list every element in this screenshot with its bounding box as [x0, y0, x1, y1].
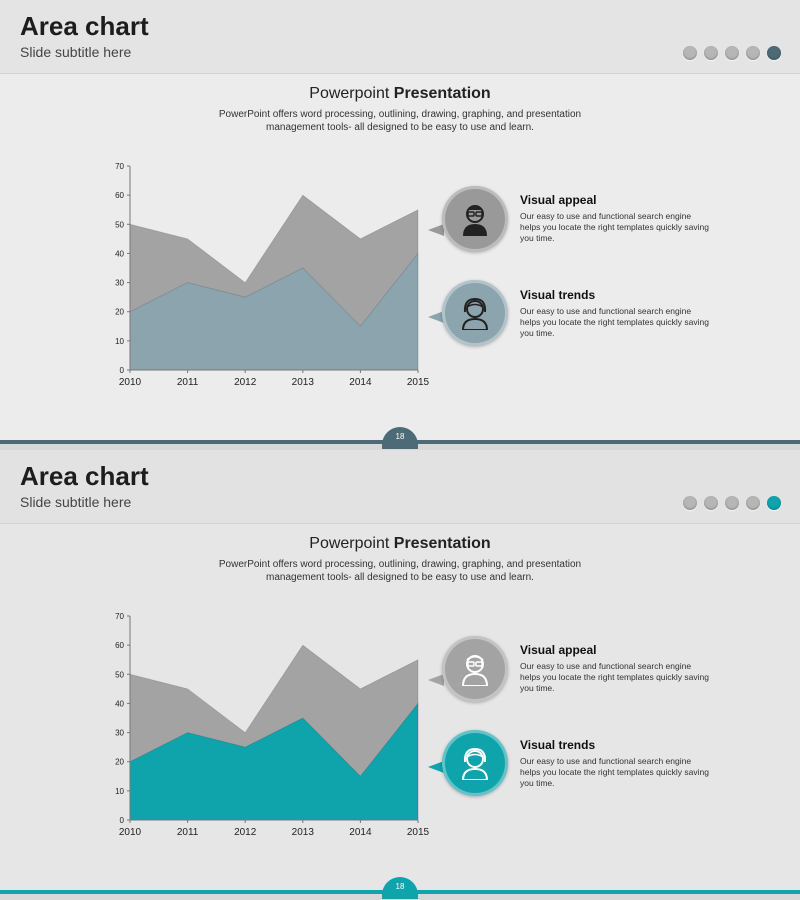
slide-1: Area chart Slide subtitle here Powerpoin…	[0, 0, 800, 450]
page-number-badge: 18	[382, 427, 418, 449]
x-tick-label: 2015	[407, 377, 430, 388]
nav-dot[interactable]	[704, 46, 718, 60]
info-text: Our easy to use and functional search en…	[520, 661, 709, 693]
x-tick-label: 2011	[177, 827, 199, 838]
visual-appeal-bubble	[442, 186, 508, 252]
slide-nav-dots	[683, 46, 781, 60]
y-tick-label: 10	[115, 337, 124, 346]
section-heading: Powerpoint Presentation	[0, 535, 800, 553]
visual-appeal-bubble	[442, 636, 508, 702]
header-band	[0, 0, 800, 74]
bubble-tail	[428, 224, 444, 236]
y-tick-label: 70	[115, 162, 124, 171]
info-text: Our easy to use and functional search en…	[520, 211, 709, 243]
slide-title: Area chart	[20, 461, 149, 491]
x-tick-label: 2011	[177, 377, 199, 388]
area-series-2	[129, 252, 419, 371]
man-glasses-icon	[463, 205, 487, 236]
section-description: PowerPoint offers word processing, outli…	[218, 559, 582, 583]
y-tick-label: 50	[115, 220, 124, 229]
y-tick-label: 60	[115, 641, 124, 650]
nav-dot-active[interactable]	[767, 496, 781, 510]
y-tick-label: 0	[120, 366, 125, 375]
area-chart: 0 10 20 30 40 50 60 70 2010 2011 2012 2013 2014 2015	[115, 162, 430, 388]
man-glasses-icon	[461, 655, 489, 686]
x-tick-label: 2015	[407, 827, 430, 838]
y-tick-label: 30	[115, 279, 124, 288]
area-series-2	[129, 702, 419, 821]
info-title: Visual trends	[520, 738, 596, 752]
info-title: Visual appeal	[520, 193, 597, 207]
x-tick-label: 2014	[349, 377, 372, 388]
bubble-tail	[428, 311, 444, 323]
visual-trends-bubble	[442, 280, 508, 346]
nav-dot[interactable]	[746, 496, 760, 510]
nav-dot-active[interactable]	[767, 46, 781, 60]
header-divider	[0, 523, 800, 524]
slide-subtitle: Slide subtitle here	[20, 44, 132, 60]
x-tick-label: 2010	[119, 377, 142, 388]
visual-trends-bubble	[442, 730, 508, 796]
bubble-tail	[428, 674, 444, 686]
section-description: PowerPoint offers word processing, outli…	[218, 109, 582, 133]
slide-subtitle: Slide subtitle here	[20, 494, 132, 510]
info-title: Visual appeal	[520, 643, 597, 657]
woman-icon	[461, 297, 489, 330]
y-tick-label: 40	[115, 249, 124, 258]
x-tick-label: 2010	[119, 827, 142, 838]
heading-light: Powerpoint	[309, 85, 394, 102]
x-tick-label: 2014	[349, 827, 372, 838]
nav-dot[interactable]	[683, 496, 697, 510]
page-number-badge: 18	[382, 877, 418, 899]
woman-icon	[461, 747, 489, 780]
nav-dot[interactable]	[746, 46, 760, 60]
slide-2: Area chart Slide subtitle here Powerpoin…	[0, 450, 800, 900]
slide-title: Area chart	[20, 11, 149, 41]
y-tick-label: 60	[115, 191, 124, 200]
y-tick-label: 0	[120, 816, 125, 825]
info-text: Our easy to use and functional search en…	[520, 306, 709, 338]
y-tick-label: 50	[115, 670, 124, 679]
section-heading: Powerpoint Presentation	[0, 85, 800, 103]
x-tick-label: 2012	[234, 827, 257, 838]
y-tick-label: 20	[115, 308, 124, 317]
heading-bold: Presentation	[393, 535, 491, 552]
slide-nav-dots	[683, 496, 781, 510]
x-tick-label: 2013	[292, 377, 315, 388]
bubble-tail	[428, 761, 444, 773]
info-title: Visual trends	[520, 288, 596, 302]
y-tick-label: 70	[115, 612, 124, 621]
nav-dot[interactable]	[683, 46, 697, 60]
y-tick-label: 40	[115, 699, 124, 708]
nav-dot[interactable]	[725, 496, 739, 510]
y-tick-label: 20	[115, 758, 124, 767]
header-divider	[0, 73, 800, 74]
nav-dot[interactable]	[704, 496, 718, 510]
y-tick-label: 30	[115, 729, 124, 738]
x-tick-label: 2013	[292, 827, 315, 838]
x-tick-label: 2012	[234, 377, 257, 388]
info-text: Our easy to use and functional search en…	[520, 756, 709, 788]
heading-bold: Presentation	[393, 85, 491, 102]
y-tick-label: 10	[115, 787, 124, 796]
area-chart: 0 10 20 30 40 50 60 70 2010 2011 2012 2013 2014 2015	[115, 612, 430, 838]
header-band	[0, 450, 800, 524]
heading-light: Powerpoint	[309, 535, 394, 552]
nav-dot[interactable]	[725, 46, 739, 60]
